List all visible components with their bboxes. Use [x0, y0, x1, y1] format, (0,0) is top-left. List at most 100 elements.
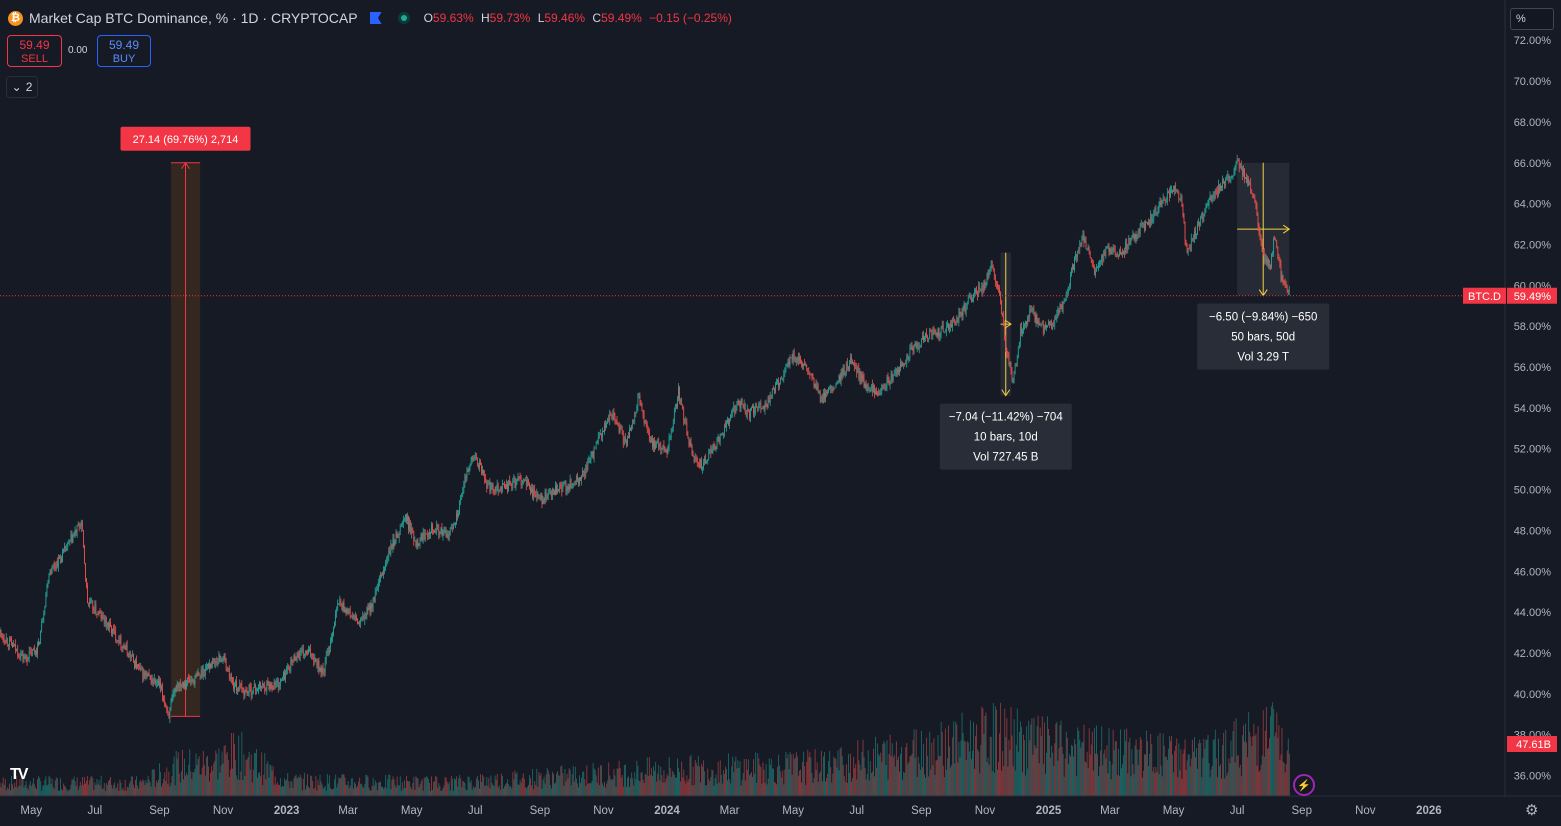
- candle-body: [553, 489, 554, 491]
- volume-bar: [519, 779, 521, 796]
- candle-body: [1106, 246, 1108, 248]
- candle-body: [84, 545, 85, 564]
- gear-icon[interactable]: ⚙: [1525, 802, 1539, 819]
- bolt-icon[interactable]: ⚡: [1293, 774, 1315, 796]
- volume-bar: [228, 776, 230, 796]
- volume-bar: [646, 757, 648, 796]
- chart-header: ₿ Market Cap BTC Dominance, % · 1D · CRY…: [8, 8, 736, 28]
- volume-bar: [412, 783, 414, 796]
- candle-body: [1206, 205, 1208, 207]
- volume-bar: [761, 783, 763, 796]
- volume-bar: [530, 778, 532, 796]
- volume-bar: [422, 790, 424, 796]
- sell-button[interactable]: 59.49 SELL: [7, 35, 62, 67]
- volume-bar: [381, 786, 382, 796]
- volume-bar: [367, 776, 369, 796]
- volume-bar: [258, 773, 259, 796]
- volume-bar: [930, 769, 932, 796]
- volume-bar: [1048, 728, 1049, 796]
- candle-body: [888, 378, 890, 385]
- volume-bar: [17, 787, 19, 796]
- candle-body: [473, 457, 475, 461]
- volume-bar: [1279, 759, 1281, 796]
- candle-body: [1154, 207, 1156, 212]
- candle-body: [361, 618, 363, 619]
- candle-body: [510, 483, 512, 485]
- candle-body: [258, 685, 259, 691]
- volume-bar: [853, 756, 855, 796]
- volume-bar: [1205, 740, 1207, 796]
- candle-body: [1014, 364, 1016, 372]
- volume-bar: [744, 780, 746, 796]
- volume-bar: [983, 733, 985, 796]
- candle-body: [146, 674, 148, 676]
- volume-bar: [657, 773, 659, 796]
- volume-bar: [537, 786, 539, 796]
- candle-body: [294, 655, 296, 661]
- flag-icon[interactable]: [369, 12, 382, 24]
- volume-bar: [21, 776, 23, 796]
- volume-bar: [1025, 775, 1027, 796]
- candle-body: [326, 650, 328, 656]
- volume-bar: [1028, 720, 1030, 796]
- volume-bar: [701, 763, 702, 796]
- candle-body: [513, 477, 515, 481]
- volume-bar: [677, 758, 678, 796]
- volume-bar: [257, 777, 258, 796]
- symbol-title[interactable]: Market Cap BTC Dominance, % · 1D · CRYPT…: [29, 10, 358, 26]
- volume-bar: [543, 776, 545, 796]
- volume-bar: [357, 785, 358, 796]
- volume-bar: [1032, 754, 1034, 796]
- volume-bar: [658, 765, 660, 796]
- volume-bar: [215, 750, 217, 796]
- volume-bar: [529, 775, 530, 796]
- candle-body: [1132, 234, 1134, 237]
- buy-button[interactable]: 59.49 BUY: [97, 35, 151, 67]
- candle-body: [507, 483, 508, 491]
- volume-bar: [1131, 749, 1133, 796]
- volume-bar: [98, 779, 100, 796]
- volume-bar: [893, 754, 895, 796]
- volume-bar: [376, 790, 378, 796]
- candle-body: [874, 385, 875, 395]
- candle-body: [1190, 238, 1192, 252]
- volume-bar: [663, 770, 665, 796]
- candle-body: [710, 449, 712, 454]
- candle-body: [923, 335, 924, 340]
- candle-body: [610, 413, 612, 415]
- volume-bar: [513, 779, 515, 796]
- scale-mode-button[interactable]: %: [1510, 8, 1554, 30]
- candle-body: [283, 671, 284, 678]
- candle-body: [289, 668, 291, 672]
- volume-bar: [1231, 756, 1233, 796]
- volume-bar: [150, 786, 152, 796]
- candle-body: [33, 649, 34, 651]
- volume-bar: [791, 774, 793, 796]
- volume-bar: [910, 755, 912, 796]
- candle-body: [1285, 285, 1287, 287]
- volume-bar: [110, 777, 111, 796]
- volume-bar: [1142, 770, 1144, 796]
- volume-bar: [248, 751, 250, 796]
- volume-bar: [41, 790, 43, 796]
- candle-body: [1198, 222, 1199, 225]
- candle-body: [545, 491, 547, 500]
- volume-bar: [706, 785, 708, 796]
- candle-body: [760, 402, 762, 410]
- volume-bar: [403, 780, 405, 796]
- volume-bar: [972, 750, 973, 796]
- candle-body: [972, 298, 973, 302]
- indicators-toggle[interactable]: ⌄ 2: [6, 76, 38, 98]
- volume-bar: [90, 776, 92, 796]
- candle-body: [818, 391, 820, 393]
- candle-body: [261, 686, 262, 688]
- volume-bar: [230, 732, 232, 796]
- volume-bar: [868, 780, 870, 796]
- candle-body: [957, 317, 959, 323]
- volume-bar: [1127, 773, 1129, 796]
- candle-body: [1115, 253, 1117, 255]
- candle-body: [1040, 324, 1042, 326]
- candle-body: [814, 384, 816, 387]
- x-tick-label: May: [20, 805, 42, 817]
